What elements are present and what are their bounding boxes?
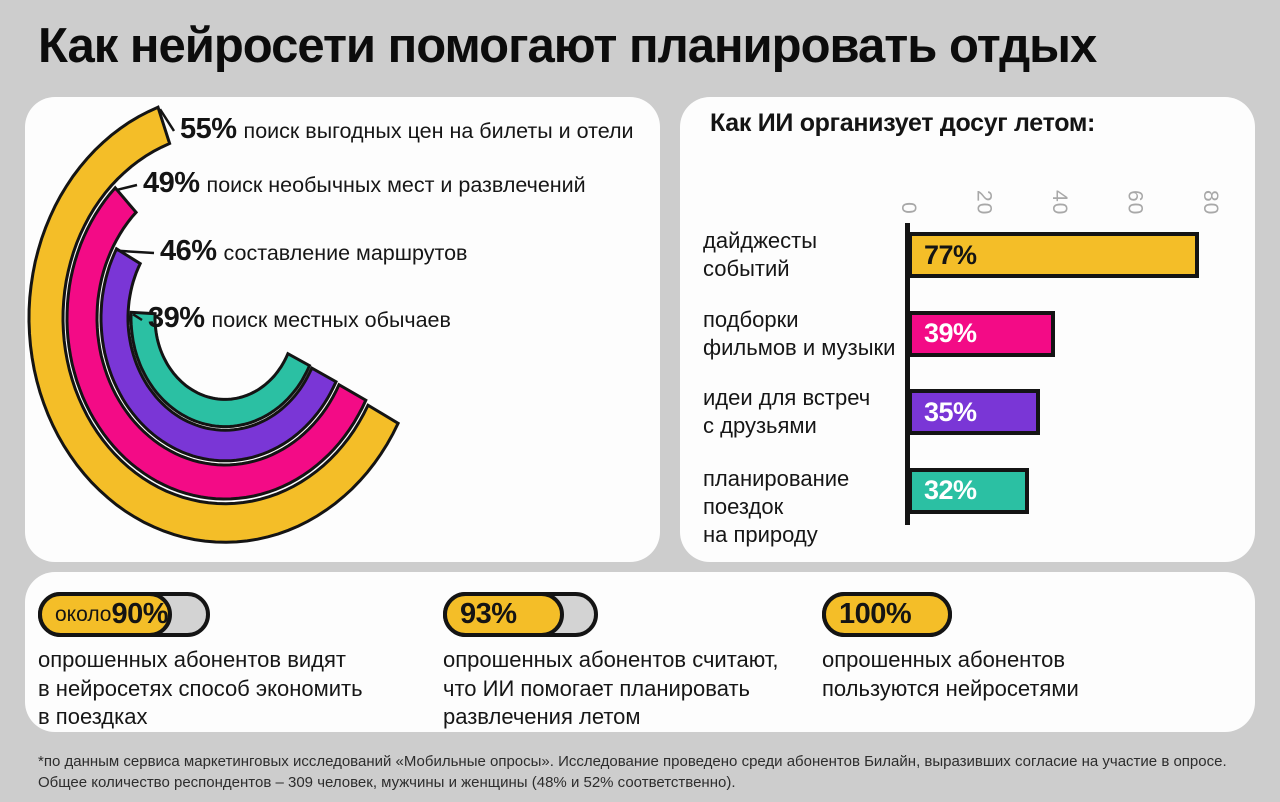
leader-line: [132, 313, 143, 322]
arc-label: 55% поиск выгодных цен на билеты и отели: [180, 113, 634, 146]
bar-value-label: 35%: [924, 396, 977, 427]
arc-band: [129, 310, 312, 429]
arc-band: [99, 246, 338, 463]
arc-value: 49%: [143, 167, 200, 199]
axis-tick: 40: [1048, 189, 1071, 215]
stat-pill-label: 100%: [839, 596, 912, 633]
leader-line: [118, 249, 155, 255]
stat-item: 93% опрошенных абонентов считают, что ИИ…: [443, 572, 833, 732]
bar-value-label: 77%: [924, 239, 977, 270]
stats-card: около 90% опрошенных абонентов видят в н…: [25, 572, 1255, 732]
page-title: Как нейросети помогают планировать отдых: [38, 19, 1097, 73]
stat-pill-prefix: около: [55, 602, 112, 626]
axis-line: [905, 223, 910, 525]
stat-item: 100% опрошенных абонентов пользуются ней…: [822, 572, 1212, 732]
arc-band: [27, 105, 401, 544]
bar-chart-title: Как ИИ организует досуг летом:: [710, 109, 1096, 137]
bar: 77%: [908, 232, 1199, 278]
stat-pill: 100%: [822, 592, 952, 637]
arc-value: 46%: [160, 235, 217, 267]
stat-pill-fill: [38, 592, 173, 637]
axis-tick: 60: [1123, 189, 1147, 215]
stat-pill-label: 93%: [460, 596, 517, 633]
axis-ticks: 0 20 40 60 80: [680, 167, 1255, 215]
arc-label: 39% поиск местных обычаев: [148, 302, 451, 335]
arc-value: 39%: [148, 302, 205, 334]
stat-text: опрошенных абонентов пользуются нейросет…: [822, 647, 1079, 701]
bar: 39%: [908, 310, 1055, 357]
stat-text: опрошенных абонентов видят в нейросетях …: [38, 647, 363, 729]
arc-chart-card: 55% поиск выгодных цен на билеты и отели 4…: [25, 97, 660, 562]
leader-line: [158, 108, 176, 132]
stat-pill-fill: [822, 592, 952, 637]
bar-category-label: дайджесты событий: [703, 228, 818, 281]
bar-chart: 0 20 40 60 80 дайджесты событий 77% подборки фи…: [680, 97, 1255, 562]
stat-pill-value: 100%: [839, 598, 912, 630]
bar-category-label: планирование поездок на природу: [703, 465, 850, 547]
stat-pill-value: 93%: [460, 598, 517, 630]
arc-category: поиск необычных мест и развлечений: [206, 173, 586, 197]
bar-value-label: 32%: [924, 475, 977, 506]
stat-text: опрошенных абонентов считают, что ИИ пом…: [443, 647, 779, 729]
axis-tick: 80: [1199, 189, 1222, 215]
arc-band: [65, 185, 368, 501]
stat-pill: 93%: [443, 592, 598, 637]
leader-line: [116, 183, 138, 192]
stat-item: около 90% опрошенных абонентов видят в н…: [38, 572, 428, 732]
arc-category: поиск местных обычаев: [211, 308, 451, 332]
stat-pill-label: около 90%: [55, 596, 169, 633]
stat-pill-fill: [443, 592, 564, 637]
axis-tick: 0: [897, 202, 920, 215]
axis-tick: 20: [972, 189, 996, 215]
arc-value: 55%: [180, 113, 237, 145]
bar-category-label: идеи для встреч с друзьями: [703, 385, 871, 439]
stat-pill: около 90%: [38, 592, 210, 637]
footnote: *по данным сервиса маркетинговых исследо…: [38, 753, 1227, 791]
bar: 35%: [908, 389, 1040, 436]
bar-category-label: подборки фильмов и музыки: [703, 306, 896, 360]
arc-label: 46% составление маршрутов: [160, 235, 467, 268]
stat-pill-value: 90%: [111, 598, 169, 630]
bar-value-label: 39%: [924, 318, 977, 349]
arc-label: 49% поиск необычных мест и развлечений: [143, 167, 586, 200]
arc-category: поиск выгодных цен на билеты и отели: [243, 119, 634, 143]
radial-arc-chart: [27, 105, 401, 544]
bar-chart-card: Как ИИ организует досуг летом: 0 20 40 60 80…: [680, 97, 1255, 562]
bar: 32%: [908, 467, 1029, 514]
arc-category: составление маршрутов: [223, 241, 468, 265]
